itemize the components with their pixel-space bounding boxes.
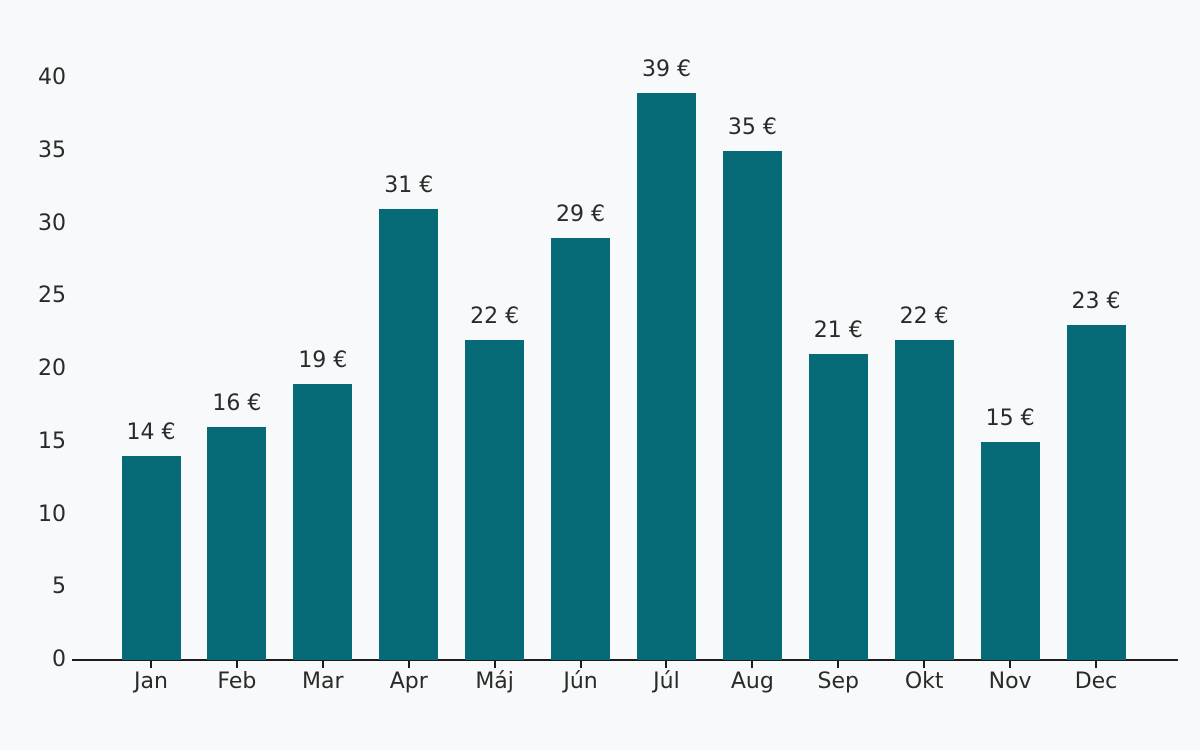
bar-dec (1066, 325, 1126, 660)
x-tick-label-mar: Mar (302, 669, 344, 694)
bar-value-label: 29 € (556, 202, 606, 228)
bar-value-label: 22 € (899, 303, 949, 329)
bar-júl (636, 92, 696, 660)
x-tick-mark (837, 661, 840, 668)
x-tick-mark (751, 661, 754, 668)
bar-value-label: 22 € (470, 303, 520, 329)
x-tick-mark (235, 661, 238, 668)
x-tick-label-jan: Jan (134, 669, 168, 694)
bar-máj (465, 339, 525, 660)
bar-value-label: 14 € (126, 420, 176, 446)
bar-nov (980, 441, 1040, 660)
bar-aug (722, 150, 782, 660)
x-tick-mark (407, 661, 410, 668)
x-tick-mark (665, 661, 668, 668)
x-tick-mark (1009, 661, 1012, 668)
bar-okt (894, 339, 954, 660)
bar-value-label: 19 € (298, 347, 348, 373)
bar-value-label: 35 € (727, 114, 777, 140)
x-tick-mark (579, 661, 582, 668)
x-axis-line (72, 659, 1178, 661)
x-tick-label-okt: Okt (904, 669, 944, 694)
x-tick-label-júl: Júl (653, 669, 680, 694)
x-tick-mark (150, 661, 152, 668)
bar-jan (121, 456, 181, 660)
x-tick-mark (1095, 661, 1097, 668)
y-tick-label: 10 (38, 501, 66, 527)
y-tick-label: 0 (52, 647, 66, 672)
y-tick-label: 15 (38, 428, 66, 454)
bar-feb (207, 427, 267, 660)
bar-jún (551, 238, 611, 660)
y-tick-label: 25 (38, 283, 66, 309)
x-tick-mark (493, 661, 496, 668)
y-tick-label: 30 (38, 210, 66, 236)
y-tick-label: 40 (38, 65, 66, 90)
x-tick-mark (321, 661, 324, 668)
bar-value-label: 21 € (813, 318, 863, 344)
y-tick-label: 35 (38, 137, 66, 163)
x-tick-label-máj: Máj (475, 669, 514, 694)
x-tick-label-feb: Feb (217, 669, 257, 694)
x-tick-label-jún: Jún (563, 669, 598, 694)
x-tick-label-dec: Dec (1074, 669, 1118, 694)
y-tick-label: 20 (38, 356, 66, 381)
bar-value-label: 16 € (212, 391, 262, 417)
bar-value-label: 15 € (985, 405, 1035, 431)
bar-mar (293, 383, 353, 660)
x-tick-label-apr: Apr (389, 669, 428, 694)
x-tick-label-aug: Aug (730, 669, 774, 694)
bar-sep (808, 354, 868, 660)
x-tick-label-nov: Nov (988, 669, 1032, 694)
bar-value-label: 39 € (641, 56, 691, 82)
x-tick-label-sep: Sep (817, 669, 859, 694)
x-tick-mark (923, 661, 926, 668)
bar-value-label: 23 € (1071, 289, 1121, 315)
bar-apr (379, 208, 439, 660)
y-tick-label: 5 (52, 574, 66, 600)
bar-value-label: 31 € (384, 172, 434, 198)
